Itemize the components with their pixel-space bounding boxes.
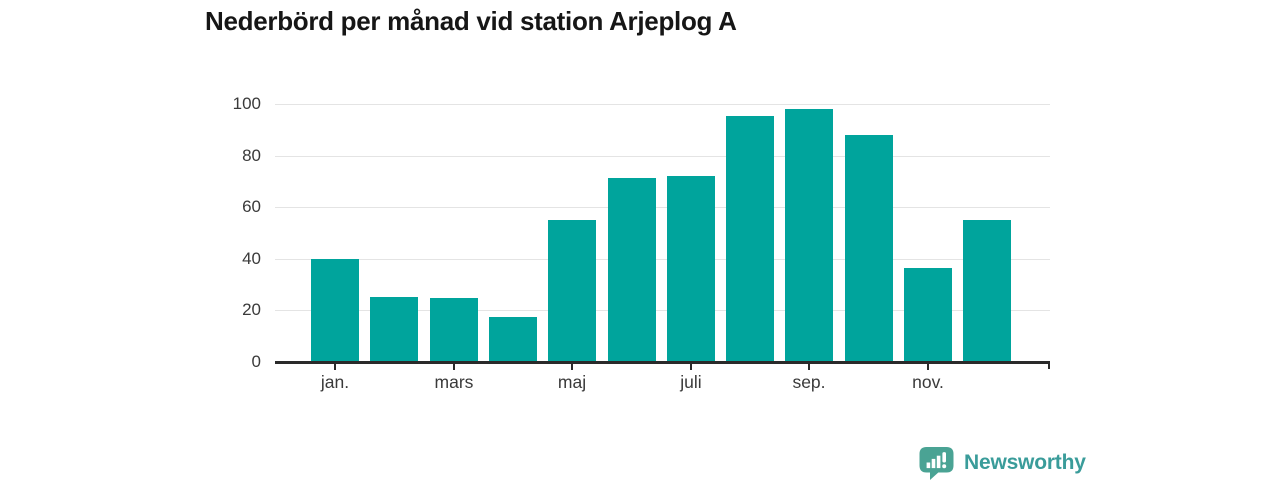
page-title: Nederbörd per månad vid station Arjeplog… bbox=[205, 6, 737, 36]
x-axis-tick-label: jan. bbox=[320, 372, 350, 392]
x-axis-tick bbox=[453, 363, 455, 370]
y-axis-tick-label: 0 bbox=[251, 352, 261, 371]
x-axis-tick bbox=[808, 363, 810, 370]
x-axis-end-tick bbox=[1048, 361, 1050, 369]
gridline-20 bbox=[275, 310, 1050, 311]
x-axis-line bbox=[275, 361, 1050, 364]
gridline-40 bbox=[275, 259, 1050, 260]
bar-aug. bbox=[726, 116, 774, 362]
bar-juni bbox=[608, 178, 656, 362]
y-axis-tick-label: 20 bbox=[242, 300, 261, 319]
bar-mars bbox=[430, 298, 478, 362]
x-axis-tick bbox=[927, 363, 929, 370]
bar-nov. bbox=[904, 268, 952, 362]
bar-maj bbox=[548, 220, 596, 362]
bar-jan. bbox=[311, 259, 359, 362]
x-axis-tick-label: maj bbox=[557, 372, 587, 392]
bar-sep. bbox=[785, 109, 833, 362]
y-axis-tick-label: 60 bbox=[242, 197, 261, 216]
x-axis-tick bbox=[571, 363, 573, 370]
x-axis-tick-label: juli bbox=[680, 372, 702, 392]
y-axis-tick-label: 80 bbox=[242, 146, 261, 165]
x-axis-tick-label: nov. bbox=[912, 372, 944, 392]
y-axis-tick-label: 40 bbox=[242, 249, 261, 268]
x-axis-tick bbox=[334, 363, 336, 370]
bar-okt. bbox=[845, 135, 893, 362]
newsworthy-logo: Newsworthy bbox=[918, 445, 1086, 481]
newsworthy-bubble-barchart-icon bbox=[919, 447, 954, 480]
x-axis-tick bbox=[690, 363, 692, 370]
y-axis-tick-label: 100 bbox=[232, 94, 261, 113]
gridline-80 bbox=[275, 156, 1050, 157]
bar-apr. bbox=[489, 317, 537, 362]
gridline-100 bbox=[275, 104, 1050, 105]
newsworthy-wordmark: Newsworthy bbox=[964, 451, 1086, 474]
bar-dec. bbox=[963, 220, 1011, 362]
gridline-60 bbox=[275, 207, 1050, 208]
bar-feb. bbox=[370, 297, 418, 362]
x-axis-tick-label: sep. bbox=[792, 372, 826, 392]
x-axis-tick-label: mars bbox=[434, 372, 474, 392]
bar-juli bbox=[667, 176, 715, 362]
